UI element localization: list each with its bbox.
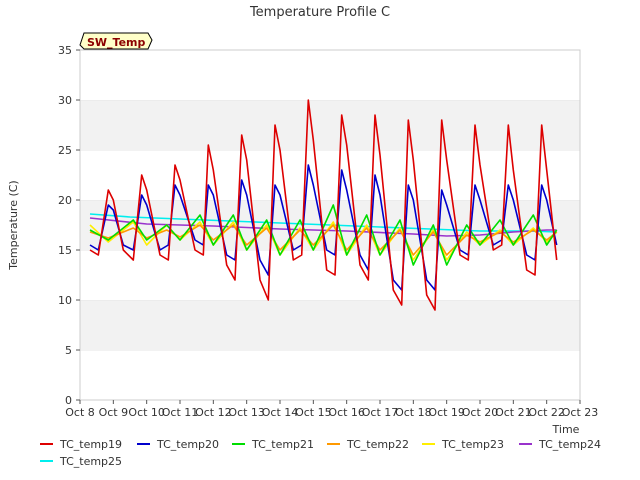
- series-line-tc-temp21: [89, 204, 558, 266]
- x-tick-label: Oct 14: [262, 406, 299, 419]
- x-tick-label: Oct 20: [462, 406, 499, 419]
- grid-band: [80, 350, 580, 400]
- legend: TC_temp19 TC_temp20 TC_temp21 TC_temp22 TC_t…: [40, 438, 601, 468]
- legend-label: TC_temp24: [538, 438, 601, 451]
- x-tick-label: Oct 18: [395, 406, 432, 419]
- grid-band: [80, 100, 580, 150]
- x-tick-label: Oct 22: [528, 406, 565, 419]
- y-tick-label: 20: [58, 194, 72, 207]
- sw-temp-badge: SW_Temp: [79, 32, 153, 50]
- plot-frame: [79, 49, 581, 401]
- x-tick-label: Oct 23: [562, 406, 599, 419]
- y-axis-label: Temperature (C): [7, 180, 20, 270]
- y-tick-label: 0: [65, 394, 72, 407]
- x-tick-label: Oct 8: [65, 406, 95, 419]
- x-tick-label: Oct 10: [128, 406, 165, 419]
- legend-label: TC_temp22: [346, 438, 409, 451]
- x-tick-label: Oct 11: [162, 406, 199, 419]
- series-line-tc-temp19: [89, 99, 558, 311]
- x-tick-label: Oct 21: [495, 406, 532, 419]
- series-lines: [89, 99, 558, 311]
- x-tick-label: Oct 19: [428, 406, 465, 419]
- y-tick-label: 30: [58, 94, 72, 107]
- grid-band: [80, 250, 580, 300]
- badge-box: [79, 32, 153, 50]
- x-tick-label: Oct 12: [195, 406, 232, 419]
- y-tick-label: 25: [58, 144, 72, 157]
- y-tick-label: 35: [58, 44, 72, 57]
- x-tick-label: Oct 9: [99, 406, 129, 419]
- series-line-tc-temp25: [89, 213, 557, 233]
- y-tick-label: 5: [65, 344, 72, 357]
- x-tick-label: Oct 15: [295, 406, 332, 419]
- legend-label: TC_temp20: [156, 438, 219, 451]
- legend-label: TC_temp19: [59, 438, 122, 451]
- legend-label: TC_temp25: [59, 455, 122, 468]
- x-tick-label: Oct 16: [328, 406, 365, 419]
- grid-band: [80, 50, 580, 100]
- legend-label: TC_temp21: [251, 438, 314, 451]
- y-tick-label: 15: [58, 244, 72, 257]
- badge-label: SW_Temp: [87, 36, 146, 49]
- grid-band: [80, 150, 580, 200]
- x-axis-label: Time: [552, 423, 580, 436]
- y-tick-label: 10: [58, 294, 72, 307]
- grid-band: [80, 300, 580, 350]
- x-tick-label: Oct 13: [228, 406, 265, 419]
- x-tick-label: Oct 17: [362, 406, 399, 419]
- chart-title: Temperature Profile C: [249, 5, 390, 20]
- y-axis-ticks: 0 5 10 15 20 25 30 35: [58, 44, 80, 407]
- legend-label: TC_temp23: [441, 438, 504, 451]
